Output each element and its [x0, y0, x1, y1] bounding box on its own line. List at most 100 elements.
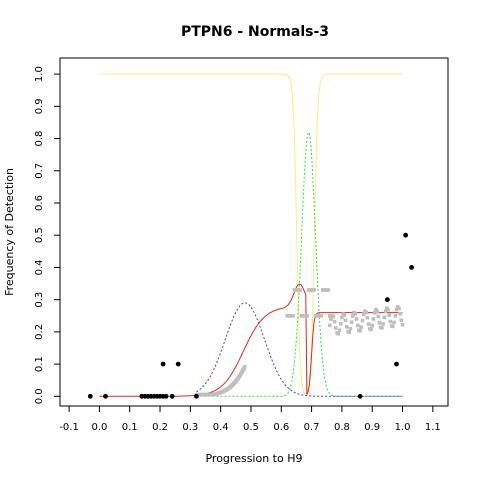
smoothed-point	[328, 323, 332, 328]
y-tick-label: 1.0	[34, 66, 45, 82]
smoothed-point	[370, 323, 374, 328]
smoothed-point	[343, 318, 348, 323]
y-tick-label: 0.1	[34, 356, 45, 372]
smoothed-point	[380, 326, 384, 330]
x-tick-label: 0.0	[91, 422, 107, 433]
smoothed-point	[336, 332, 341, 336]
smoothed-point	[342, 313, 347, 317]
smoothed-point	[334, 326, 338, 330]
fit-curves	[99, 73, 403, 397]
smoothed-point	[305, 314, 309, 318]
smoothed-point	[347, 330, 351, 335]
x-tick-label: 0.1	[122, 422, 138, 433]
smoothed-point	[369, 327, 373, 332]
green-curve	[196, 131, 403, 397]
x-tick-label: 0.2	[152, 422, 168, 433]
y-tick-label: 0.7	[34, 163, 45, 179]
smoothed-point	[391, 324, 395, 329]
y-tick-label: 0.9	[34, 98, 45, 114]
data-point	[169, 393, 175, 399]
chart-title: PTPN6 - Normals-3	[181, 24, 329, 40]
smoothed-point	[359, 325, 364, 329]
smoothed-point	[298, 288, 302, 292]
smoothed-point	[243, 365, 247, 369]
smoothed-point	[397, 306, 401, 311]
y-tick-label: 0.4	[34, 259, 45, 275]
x-tick-label: 0.6	[273, 422, 289, 433]
smoothed-point	[364, 310, 368, 315]
smoothed-point	[331, 314, 336, 319]
smoothed-point	[388, 319, 393, 324]
plot-frame	[59, 57, 449, 407]
smoothed-point	[355, 323, 360, 328]
smoothed-point	[382, 315, 387, 320]
y-tick-label: 0.8	[34, 131, 45, 147]
y-tick-label: 0.6	[34, 195, 45, 211]
x-tick-label: 0.9	[364, 422, 380, 433]
x-tick-label: 0.3	[182, 422, 198, 433]
y-tick-label: 0.3	[34, 292, 45, 308]
data-point	[160, 361, 166, 367]
x-tick-label: -0.1	[59, 422, 79, 433]
smoothed-point	[340, 315, 344, 320]
smoothed-point	[353, 312, 357, 316]
y-axis-label: Frequency of Detection	[3, 168, 16, 296]
smoothed-series	[194, 288, 405, 397]
smoothed-point	[338, 322, 343, 326]
smoothed-point	[329, 317, 333, 321]
data-point	[163, 393, 169, 399]
x-tick-label: 0.8	[334, 422, 350, 433]
y-tick-label: 0.0	[34, 388, 45, 404]
y-axis: 0.0 0.1 0.2 0.3 0.4 0.5 0.6 0.7 0.8 0.9 1.0	[34, 66, 60, 404]
smoothed-point	[400, 322, 405, 327]
smoothed-point	[386, 308, 390, 312]
smoothed-point	[387, 313, 391, 317]
smoothed-point	[399, 318, 404, 322]
x-tick-label: 0.4	[213, 422, 229, 433]
y-tick-label: 0.5	[34, 227, 45, 243]
smoothed-point	[291, 314, 295, 318]
smoothed-point	[337, 328, 342, 333]
smoothed-point	[312, 288, 316, 292]
smoothed-point	[328, 314, 332, 318]
data-point	[194, 393, 199, 399]
data-point	[403, 232, 408, 238]
smoothed-point	[393, 314, 398, 318]
data-points	[87, 232, 414, 399]
smoothed-point	[319, 314, 324, 318]
smoothed-point	[345, 324, 349, 329]
smoothed-point	[371, 317, 376, 321]
x-tick-label: 1.0	[395, 422, 411, 433]
fit-curve	[99, 283, 403, 397]
data-point	[87, 393, 93, 399]
smoothed-point	[398, 312, 402, 316]
x-axis: -0.1 0.0 0.1 0.2 0.3 0.4 0.5 0.6 0.7 0.8 0.9 1.0 1.1	[59, 406, 441, 433]
smoothed-point	[332, 319, 337, 324]
smoothed-point	[358, 329, 362, 333]
yellow-curve	[99, 73, 403, 396]
data-point	[385, 297, 390, 303]
smoothed-point	[394, 307, 399, 312]
blue-curve	[196, 302, 403, 397]
smoothed-point	[361, 312, 366, 317]
x-axis-label: Progression to H9	[205, 452, 302, 465]
data-point	[409, 265, 414, 270]
smoothed-point	[348, 326, 353, 331]
smoothed-point	[349, 320, 354, 324]
data-point	[394, 361, 399, 367]
smoothed-point	[375, 309, 379, 313]
data-point	[357, 393, 363, 399]
smoothed-point	[365, 315, 370, 320]
smoothed-point	[381, 322, 385, 326]
smoothed-point	[383, 309, 388, 313]
y-tick-label: 0.2	[34, 324, 45, 340]
smoothed-point	[326, 288, 331, 292]
smoothed-point	[351, 314, 355, 318]
smoothed-point	[376, 314, 381, 319]
x-tick-label: 0.7	[304, 422, 320, 433]
x-tick-label: 0.5	[243, 422, 259, 433]
smoothed-point	[372, 311, 377, 315]
smoothed-point	[377, 321, 382, 325]
x-tick-label: 1.1	[425, 422, 441, 433]
